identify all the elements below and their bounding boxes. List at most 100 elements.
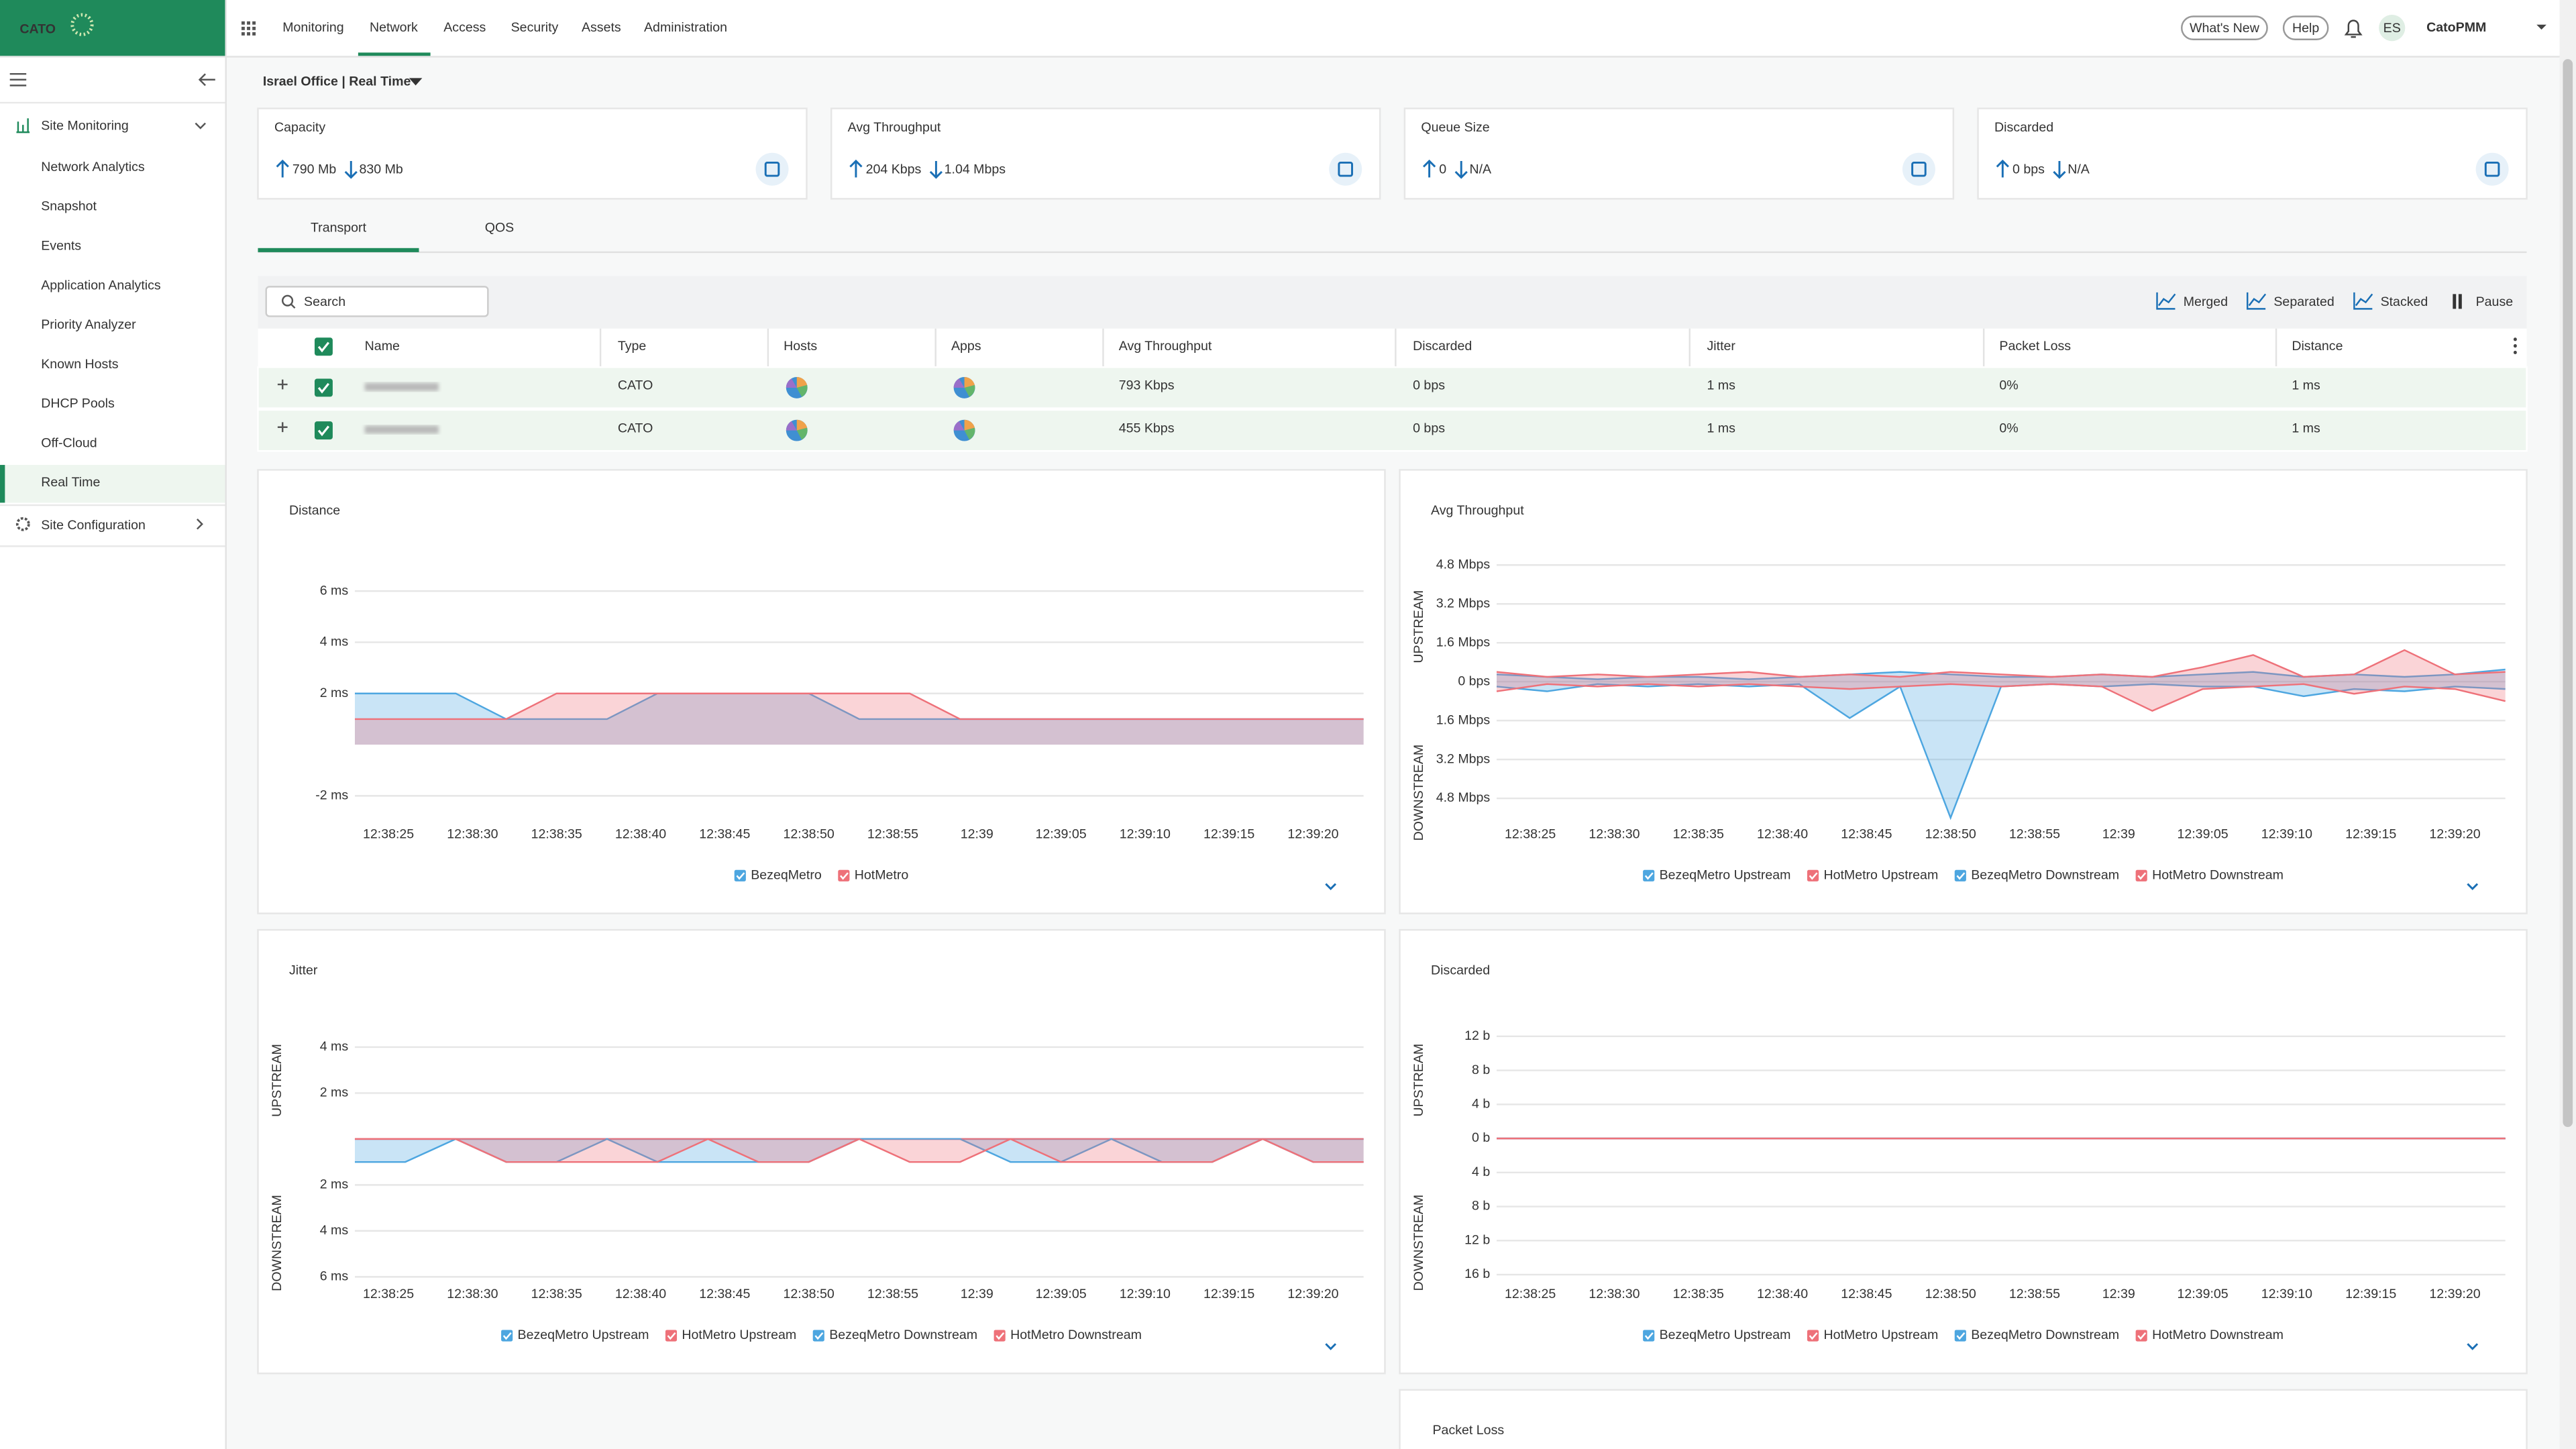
- card-down-value: 830 Mb: [360, 162, 403, 177]
- nav-item[interactable]: Monitoring: [282, 20, 343, 35]
- nav-item[interactable]: Administration: [644, 20, 727, 35]
- card-up-value: 790 Mb: [292, 162, 336, 177]
- table-cell: 793 Kbps: [1119, 378, 1175, 393]
- view-icon: [2353, 292, 2373, 310]
- nav-item[interactable]: Network: [370, 20, 418, 35]
- legend-label: HotMetro: [855, 867, 909, 882]
- legend-swatch[interactable]: [1807, 869, 1819, 881]
- sidebar-item[interactable]: Real Time: [41, 475, 100, 490]
- apps-icon: [241, 26, 245, 30]
- view-button[interactable]: Merged: [2184, 294, 2228, 309]
- card: [1977, 107, 2528, 200]
- tab[interactable]: Transport: [311, 221, 367, 235]
- chart-panel: [257, 928, 1386, 1375]
- x-tick-label: 12:39: [961, 1287, 994, 1301]
- header-button[interactable]: [2282, 15, 2329, 40]
- legend-swatch[interactable]: [2135, 869, 2147, 881]
- legend-swatch[interactable]: [1643, 869, 1655, 881]
- checkbox[interactable]: [314, 337, 333, 356]
- table-cell: 455 Kbps: [1119, 421, 1175, 435]
- legend-swatch[interactable]: [994, 1330, 1006, 1342]
- legend-label: BezeqMetro Upstream: [1660, 867, 1791, 882]
- apps-icon: [252, 21, 256, 25]
- expand-chevron[interactable]: [2467, 1343, 2479, 1350]
- chart-title: Distance: [289, 503, 340, 518]
- x-tick-label: 12:38:55: [867, 826, 918, 841]
- checkbox[interactable]: [314, 378, 333, 397]
- axis-label: DOWNSTREAM: [1411, 745, 1426, 841]
- x-tick-label: 12:38:45: [1841, 826, 1892, 841]
- user-name: CatoPMM: [2426, 20, 2486, 35]
- card-up-value: 0 bps: [2012, 162, 2045, 177]
- checkbox-tick: [317, 425, 330, 437]
- search-box[interactable]: [265, 286, 489, 317]
- card-up-value: 204 Kbps: [866, 162, 922, 177]
- sidebar-item[interactable]: DHCP Pools: [41, 396, 115, 411]
- table-cell: 0%: [1999, 378, 2018, 393]
- sidebar-item[interactable]: Priority Analyzer: [41, 317, 136, 332]
- menu-icon[interactable]: [9, 72, 27, 87]
- chart-panel: [257, 469, 1386, 914]
- x-tick-label: 12:38:35: [1673, 1287, 1724, 1301]
- checkbox[interactable]: [314, 421, 333, 440]
- card-icon: [755, 152, 789, 186]
- expand-chevron[interactable]: [1325, 1343, 1337, 1350]
- view-button[interactable]: Separated: [2273, 294, 2334, 309]
- legend-swatch[interactable]: [501, 1330, 513, 1342]
- x-tick-label: 12:39:15: [1203, 826, 1254, 841]
- x-tick-label: 12:38:55: [2009, 1287, 2060, 1301]
- view-icon: [2453, 294, 2462, 309]
- nav-item[interactable]: Access: [443, 20, 486, 35]
- legend-swatch[interactable]: [665, 1330, 678, 1342]
- legend-label: BezeqMetro Downstream: [1971, 867, 2119, 882]
- legend-swatch[interactable]: [1954, 869, 1966, 881]
- nav-item[interactable]: Assets: [582, 20, 621, 35]
- sidebar: [0, 57, 225, 1449]
- nav-item[interactable]: Security: [511, 20, 559, 35]
- legend-swatch[interactable]: [1807, 1330, 1819, 1342]
- breadcrumb[interactable]: Israel Office | Real Time: [263, 74, 411, 89]
- down-arrow: [1454, 161, 1468, 179]
- sidebar-item[interactable]: Application Analytics: [41, 278, 161, 292]
- legend-swatch[interactable]: [1954, 1330, 1966, 1342]
- y-tick-label: 3.2 Mbps: [1436, 596, 1491, 610]
- expand-chevron[interactable]: [2467, 883, 2479, 890]
- expand-icon[interactable]: [277, 379, 288, 390]
- site-monitoring-icon: [16, 118, 30, 133]
- view-button[interactable]: Stacked: [2381, 294, 2428, 309]
- legend-swatch[interactable]: [1643, 1330, 1655, 1342]
- sidebar-item[interactable]: Known Hosts: [41, 357, 119, 372]
- collapse-icon[interactable]: [198, 73, 215, 87]
- legend-swatch[interactable]: [838, 869, 850, 881]
- user-caret: [2536, 24, 2546, 30]
- pie-icon: [953, 421, 965, 431]
- expand-icon[interactable]: [277, 422, 288, 433]
- table-cell: CATO: [618, 378, 653, 393]
- header-button[interactable]: [2181, 15, 2268, 40]
- sidebar-item[interactable]: Network Analytics: [41, 160, 145, 174]
- table-cell: 1 ms: [1707, 378, 1735, 393]
- sidebar-section[interactable]: Site Monitoring: [41, 119, 129, 133]
- legend-swatch[interactable]: [2135, 1330, 2147, 1342]
- tab[interactable]: QOS: [485, 221, 515, 235]
- up-arrow: [849, 159, 863, 178]
- view-button[interactable]: Pause: [2476, 294, 2514, 309]
- scrollbar-thumb[interactable]: [2563, 59, 2573, 1127]
- legend-swatch[interactable]: [734, 869, 746, 881]
- section-chevron: [197, 519, 203, 530]
- sidebar-item[interactable]: Events: [41, 239, 81, 254]
- bell-icon[interactable]: [2344, 19, 2363, 38]
- card: [257, 107, 808, 200]
- sidebar-item[interactable]: Snapshot: [41, 199, 97, 214]
- chart-title: Packet Loss: [1433, 1423, 1505, 1438]
- card: [830, 107, 1381, 200]
- checkbox-tick: [317, 341, 330, 353]
- table-row: [257, 366, 2528, 409]
- sidebar-item[interactable]: Off-Cloud: [41, 435, 97, 450]
- legend-swatch[interactable]: [812, 1330, 824, 1342]
- x-tick-label: 12:38:55: [867, 1287, 918, 1301]
- legend-label: BezeqMetro Downstream: [829, 1328, 977, 1342]
- expand-chevron[interactable]: [1325, 883, 1337, 890]
- blurred-name: [364, 425, 439, 434]
- sidebar-section[interactable]: Site Configuration: [41, 518, 146, 533]
